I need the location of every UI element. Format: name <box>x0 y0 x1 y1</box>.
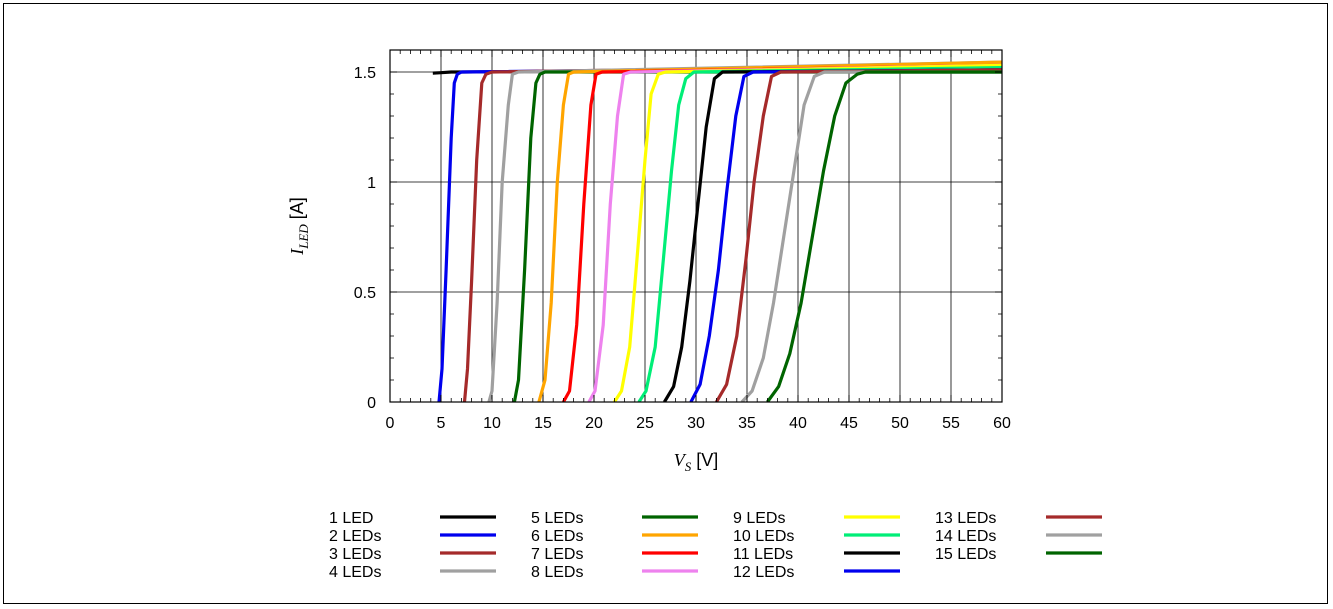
legend-label-4: 4 LEDs <box>329 564 381 581</box>
y-label-unit: [A] <box>287 197 307 224</box>
series-line-15 <box>766 70 1002 402</box>
x-tick-label-7: 35 <box>738 415 756 432</box>
series-line-2 <box>437 64 1002 402</box>
series-line-9 <box>613 63 1002 402</box>
x-tick-label-12: 60 <box>993 415 1011 432</box>
series-line-4 <box>487 60 1002 402</box>
x-label-main: V <box>674 450 687 470</box>
x-tick-label-0: 0 <box>386 415 395 432</box>
x-tick-label-4: 20 <box>585 415 603 432</box>
series-line-8 <box>587 63 1002 402</box>
x-tick-label-9: 45 <box>840 415 858 432</box>
legend-label-5: 5 LEDs <box>531 510 583 527</box>
y-axis-label: ILED [A] <box>287 197 311 256</box>
legend-label-10: 10 LEDs <box>733 528 794 545</box>
series-line-5 <box>512 70 1002 402</box>
x-label-sub: S <box>685 459 692 474</box>
x-tick-label-8: 40 <box>789 415 807 432</box>
series-line-12 <box>689 68 1002 402</box>
y-label-sub: LED <box>296 224 311 250</box>
legend-label-6: 6 LEDs <box>531 528 583 545</box>
y-tick-label-1: 0.5 <box>354 285 376 302</box>
x-tick-label-11: 55 <box>942 415 960 432</box>
legend-label-8: 8 LEDs <box>531 564 583 581</box>
y-tick-label-2: 1 <box>367 175 376 192</box>
series-line-7 <box>562 63 1002 402</box>
legend-label-7: 7 LEDs <box>531 546 583 563</box>
legend-label-3: 3 LEDs <box>329 546 381 563</box>
series-line-10 <box>637 66 1002 402</box>
x-axis-label: VS [V] <box>674 450 719 474</box>
legend-label-12: 12 LEDs <box>733 564 794 581</box>
series-line-13 <box>715 68 1002 402</box>
legend-label-15: 15 LEDs <box>935 546 996 563</box>
series-line-6 <box>537 60 1002 402</box>
x-tick-label-5: 25 <box>636 415 654 432</box>
y-tick-label-3: 1.5 <box>354 65 376 82</box>
series-line-11 <box>663 68 1002 402</box>
legend-label-2: 2 LEDs <box>329 528 381 545</box>
x-tick-label-2: 10 <box>483 415 501 432</box>
x-tick-label-10: 50 <box>891 415 909 432</box>
series-line-14 <box>740 70 1002 402</box>
x-label-unit: [V] <box>691 450 718 470</box>
x-tick-label-3: 15 <box>534 415 552 432</box>
chart-frame <box>3 3 1328 604</box>
x-tick-label-6: 30 <box>687 415 705 432</box>
ticks: 0 5 10 15 20 25 30 35 40 45 50 55 60 0 0.5 1 1.5 <box>354 50 1011 432</box>
y-tick-label-0: 0 <box>367 395 376 412</box>
x-tick-label-1: 5 <box>437 415 446 432</box>
legend-label-11: 11 LEDs <box>733 546 793 563</box>
legend-label-9: 9 LEDs <box>733 510 785 527</box>
y-label-main: I <box>287 248 307 256</box>
legend-label-1: 1 LED <box>329 510 373 527</box>
series-line-3 <box>462 62 1002 402</box>
legend-label-14: 14 LEDs <box>935 528 996 545</box>
axis-labels: VS [V] ILED [A] <box>287 197 718 474</box>
legend-label-13: 13 LEDs <box>935 510 996 527</box>
data-series <box>432 60 1002 402</box>
